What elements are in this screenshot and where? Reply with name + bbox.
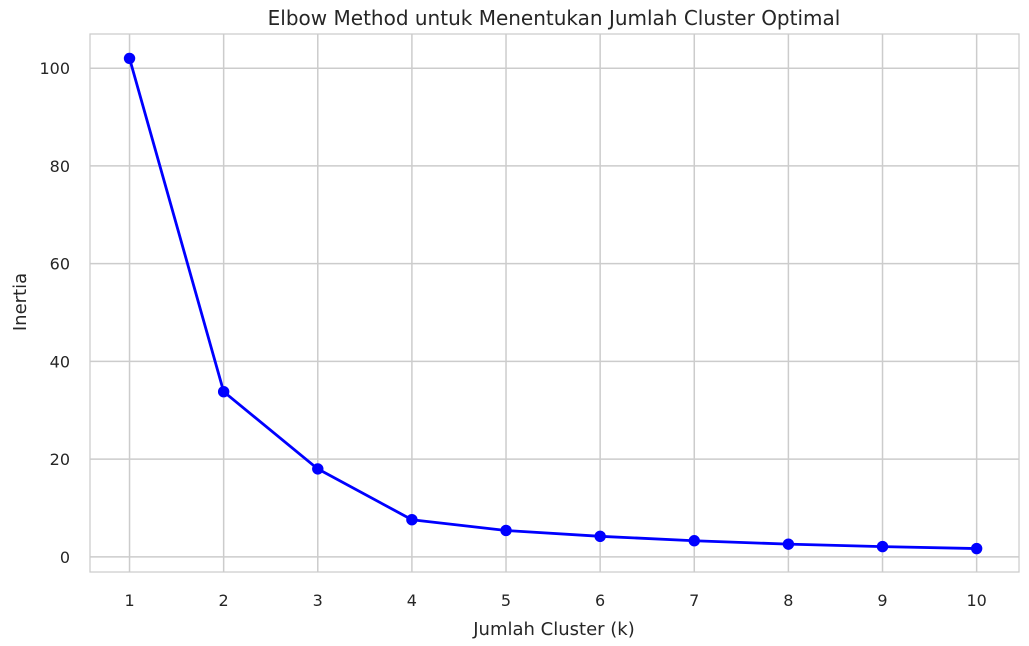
x-tick-labels: 1 2 3 4 5 6 7 8 9 10 [124, 591, 986, 610]
x-tick-label: 2 [219, 591, 229, 610]
data-point [688, 535, 700, 547]
grid-lines [90, 34, 1019, 572]
y-tick-label: 0 [60, 548, 70, 567]
y-tick-label: 100 [39, 59, 70, 78]
x-tick-label: 5 [501, 591, 511, 610]
y-axis-label: Inertia [10, 273, 31, 331]
plot-frame [89, 33, 1020, 573]
x-tick-label: 1 [124, 591, 134, 610]
x-tick-label: 7 [689, 591, 699, 610]
chart-title: Elbow Method untuk Menentukan Jumlah Clu… [268, 6, 841, 30]
y-tick-label: 20 [50, 450, 70, 469]
data-point [217, 385, 230, 398]
y-tick-label: 60 [50, 255, 70, 274]
x-tick-label: 9 [877, 591, 887, 610]
x-tick-label: 8 [783, 591, 793, 610]
x-tick-label: 10 [966, 591, 986, 610]
x-tick-label: 4 [407, 591, 417, 610]
data-point [594, 530, 606, 543]
x-tick-label: 6 [595, 591, 605, 610]
data-points [123, 52, 983, 555]
y-tick-label: 80 [50, 157, 70, 176]
y-tick-label: 40 [50, 352, 70, 371]
series-line [128, 57, 979, 550]
data-point [312, 463, 324, 475]
series-lines [128, 57, 979, 550]
y-tick-labels: 0 20 40 60 80 100 [39, 59, 70, 567]
data-point [500, 524, 512, 537]
data-point [970, 542, 983, 555]
data-point [123, 52, 136, 65]
data-point [782, 538, 795, 550]
x-axis-label: Jumlah Cluster (k) [472, 619, 635, 640]
data-point [406, 514, 418, 526]
x-tick-label: 3 [313, 591, 323, 610]
data-point [876, 540, 889, 553]
